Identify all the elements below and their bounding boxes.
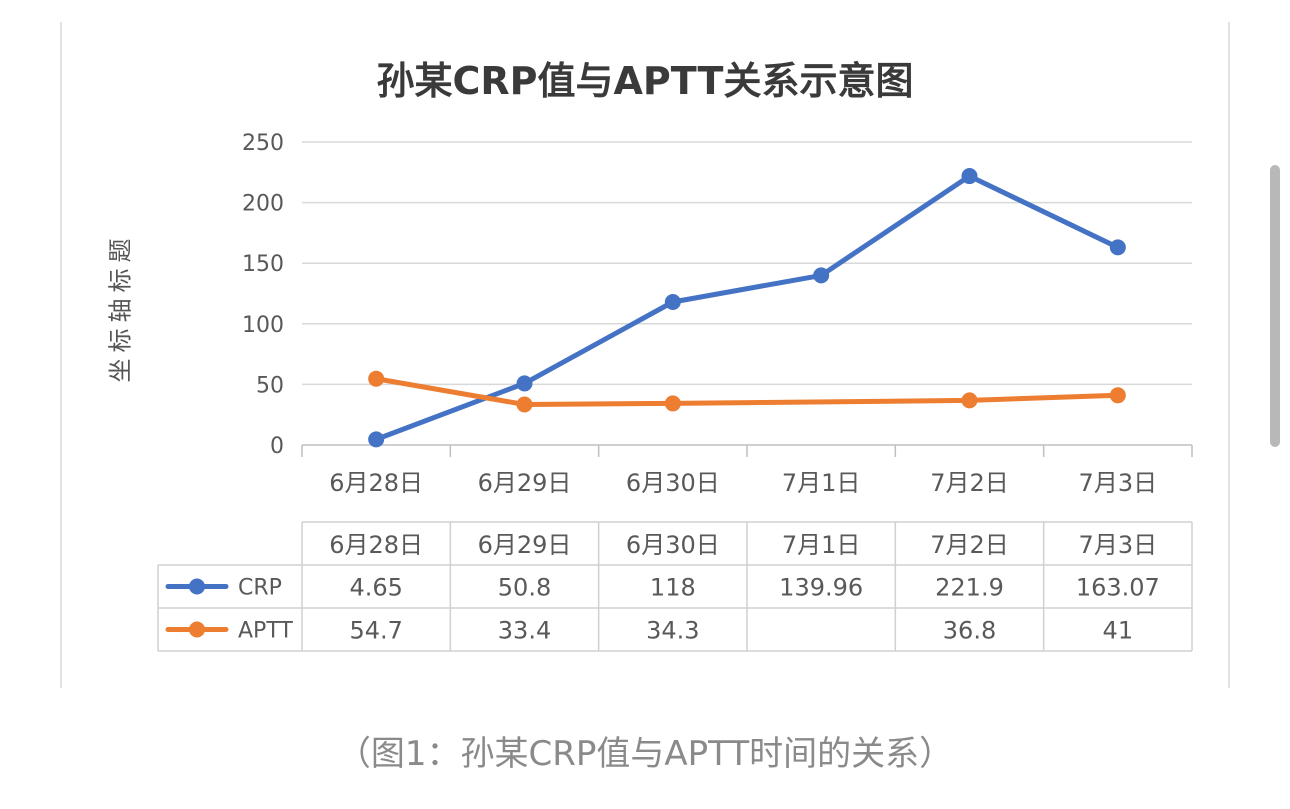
data-point-crp [368,431,385,448]
x-tick-label: 7月2日 [930,469,1009,497]
table-header-cell: 6月30日 [626,531,720,559]
legend-label: CRP [238,576,282,601]
table-value-cell: 163.07 [1076,574,1160,602]
chart-title: 孙某CRP值与APTT关系示意图 [376,59,914,103]
tick-layer: 0 50 100 150 200 250 6月28日 6月29日 6月30日 7月1日 7月2日 7月… [242,131,1157,497]
data-point-crp [664,293,681,310]
data-point-crp [961,168,978,185]
x-tick-label: 7月1日 [782,469,861,497]
table-value-cell: 54.7 [349,617,402,645]
table-value-cell: 4.65 [349,574,402,602]
table-header-cell: 7月2日 [930,531,1009,559]
x-tick-label: 6月30日 [626,469,720,497]
scrollbar-thumb[interactable] [1270,165,1280,447]
data-point-aptt [1109,387,1126,404]
x-tick-label: 6月29日 [478,469,572,497]
y-tick-label: 250 [242,131,284,156]
table-value-cell: 41 [1103,617,1134,645]
table-value-cell: 139.96 [779,574,863,602]
y-tick-label: 100 [242,313,284,338]
legend-label: APTT [238,619,293,644]
legend-key-marker [189,621,205,638]
table-value-cell: 50.8 [498,574,551,602]
series-line-crp [373,173,1121,442]
table-value-cell: 221.9 [935,574,1004,602]
chart-svg: 0 50 100 150 200 250 6月28日 6月29日 6月30日 7月1日 7月2日 7月… [157,131,1193,652]
x-tick-label: 6月28日 [329,469,423,497]
figure-caption: （图1：孙某CRP值与APTT时间的关系） [336,734,954,774]
table-header-cell: 7月3日 [1079,531,1158,559]
x-tick-label: 7月3日 [1079,469,1158,497]
data-point-crp [813,267,830,284]
grid-layer [301,141,1193,457]
legend-key-marker [189,578,205,595]
chart-frame [60,22,1230,688]
y-tick-label: 150 [242,252,284,277]
data-point-crp [1109,239,1126,256]
table-header-cell: 7月1日 [782,531,861,559]
table-header-cell: 6月28日 [329,531,423,559]
y-tick-label: 0 [270,434,284,459]
data-table: 6月28日 6月29日 6月30日 7月1日 7月2日 7月3日 CRP 4.65 50.8 11… [157,521,1193,652]
series-line-aptt [373,376,1121,407]
data-point-aptt [368,370,385,387]
data-point-crp [516,375,533,392]
data-point-aptt [516,396,533,413]
table-value-cell: 118 [650,574,696,602]
table-header-cell: 6月29日 [478,531,572,559]
table-value-cell: 33.4 [498,617,551,645]
data-point-aptt [961,392,978,409]
table-value-cell: 36.8 [943,617,996,645]
series-layer [368,168,1126,448]
y-tick-label: 200 [242,192,284,217]
table-value-cell: 34.3 [646,617,699,645]
y-tick-label: 50 [256,373,284,398]
data-point-aptt [664,395,681,412]
y-axis-title: 坐标轴标题 [106,232,135,383]
